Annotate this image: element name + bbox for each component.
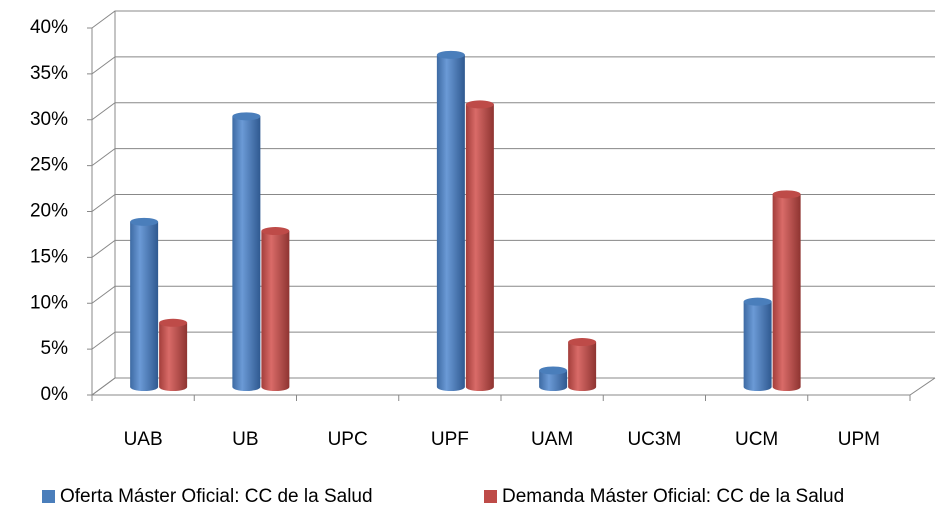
y-tick-label: 5% [41, 338, 69, 359]
bar-body [772, 194, 801, 391]
bar [159, 318, 188, 391]
bar-body [465, 104, 494, 391]
x-tick-label: UB [232, 429, 258, 450]
y-tick-label: 20% [30, 201, 68, 222]
y-tick-label: 35% [30, 63, 68, 84]
grid-line [91, 194, 935, 212]
y-tick-label: 40% [30, 17, 68, 38]
bar [743, 297, 772, 391]
bar [436, 50, 465, 392]
y-tick-label: 25% [30, 155, 68, 176]
floor [92, 377, 936, 396]
bar-body [159, 322, 188, 391]
bar-body [261, 231, 290, 391]
bar-body [130, 221, 159, 391]
bar-top [232, 112, 261, 121]
legend-label: Oferta Máster Oficial: CC de la Salud [60, 486, 373, 507]
grid-line [91, 148, 935, 167]
grid-line [91, 102, 935, 121]
y-tick-label: 15% [30, 246, 68, 267]
legend-label: Demanda Máster Oficial: CC de la Salud [502, 486, 844, 507]
grid-line [91, 239, 935, 258]
grid-line [91, 331, 935, 350]
bar-body [568, 342, 597, 391]
bar-top [465, 100, 494, 109]
x-tick-label: UCM [735, 429, 778, 450]
bar [232, 112, 261, 392]
bar-top [539, 366, 568, 375]
bar [465, 100, 494, 391]
grid-line [91, 56, 935, 75]
x-tick-label: UPM [838, 429, 880, 450]
x-tick-label: UPC [328, 429, 368, 450]
bar-body [232, 116, 261, 392]
grid-line [91, 377, 935, 396]
y-tick-label: 0% [41, 384, 69, 405]
grid-line [91, 285, 935, 304]
legend-swatch [484, 490, 497, 503]
bar-top [743, 297, 772, 306]
bar-body [436, 54, 465, 392]
x-tick-label: UPF [431, 429, 469, 450]
x-tick-label: UAB [124, 429, 163, 450]
bar [539, 366, 568, 391]
x-tick-label: UC3M [627, 429, 681, 450]
bar-top [772, 190, 801, 199]
legend-swatch [42, 490, 55, 503]
bar-top [159, 318, 188, 327]
grid-line [91, 10, 935, 29]
y-tick-label: 10% [30, 292, 68, 313]
bar-top [568, 338, 597, 347]
bar [130, 217, 159, 391]
bar [568, 338, 597, 391]
y-tick-label: 30% [30, 109, 68, 130]
x-tick-label: UAM [531, 429, 573, 450]
bar-body [743, 301, 772, 391]
bar-body [539, 370, 568, 391]
bar-top [261, 227, 290, 236]
bar-top [436, 50, 465, 59]
bar [772, 190, 801, 391]
bar [261, 227, 290, 391]
bar-top [130, 217, 159, 226]
